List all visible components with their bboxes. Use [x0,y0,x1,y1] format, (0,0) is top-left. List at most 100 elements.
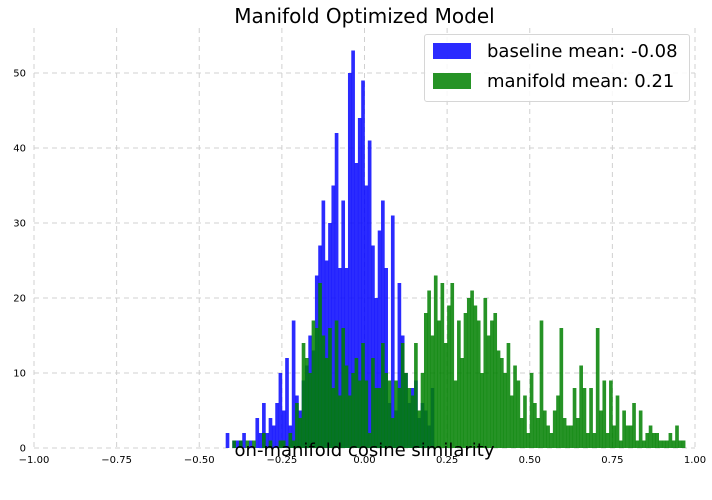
baseline-bar [285,358,289,448]
manifold-bar [414,343,418,448]
manifold-bar [238,440,243,448]
manifold-bar [433,275,438,448]
y-tick-label: 50 [13,69,26,80]
baseline-bar [275,403,279,448]
manifold-bar [523,395,527,448]
manifold-bar [539,320,544,448]
manifold-bar [453,380,458,448]
manifold-bar [457,320,461,448]
manifold-bar [533,403,537,448]
manifold-bar [490,320,494,448]
y-tick-label: 0 [20,444,26,455]
y-tick-label: 40 [13,144,26,155]
manifold-bar [341,328,346,448]
manifold-bar [417,410,422,448]
legend-item-baseline: baseline mean: -0.08 [433,37,678,65]
manifold-bars [232,275,686,448]
manifold-bar [496,350,501,448]
manifold-bar [278,440,283,448]
baseline-bar [341,200,346,448]
manifold-bar [638,410,643,448]
legend-label-baseline: baseline mean: -0.08 [487,40,678,62]
x-tick-label: 0.50 [519,455,541,466]
manifold-bar [480,373,484,448]
manifold-bar [612,425,617,448]
manifold-bar [291,440,296,448]
manifold-bar [473,305,478,448]
manifold-bar [546,425,550,448]
manifold-bar [232,440,236,448]
manifold-bar [562,418,567,448]
x-axis-label: on-manifold cosine similarity [234,440,495,461]
manifold-bar [324,358,329,448]
manifold-bar [400,343,405,448]
manifold-bar [582,388,587,448]
manifold-bar [420,373,425,448]
baseline-bar [361,80,365,448]
manifold-bar [347,395,352,448]
manifold-bar [460,358,465,448]
baseline-bar [354,163,359,448]
manifold-bar [364,380,369,448]
manifold-bar [652,433,656,448]
baseline-bar [271,425,276,448]
x-tick-label: −0.25 [267,455,298,466]
manifold-bar [268,440,273,448]
x-tick-label: 0.75 [601,455,623,466]
manifold-bar [374,388,379,448]
x-tick-label: −1.00 [19,455,50,466]
baseline-bar [235,440,240,448]
manifold-bar [321,335,326,448]
manifold-bar [642,440,646,448]
manifold-bar [288,433,293,448]
baseline-bar [377,230,382,448]
manifold-bar [311,320,316,448]
manifold-bar [308,373,312,448]
manifold-bar [622,410,626,448]
baseline-bar [390,215,395,448]
manifold-bar [404,373,408,448]
x-tick-label: −0.75 [101,455,132,466]
manifold-bar [305,358,309,448]
baseline-bar [374,298,379,448]
baseline-bar [321,200,326,448]
manifold-bar [440,283,445,448]
x-tick-label: 0.25 [436,455,458,466]
manifold-bar [671,440,676,448]
x-tick-labels: −1.00 −0.75 −0.50 −0.25 0.00 0.25 0.50 0.75 1.00 [19,455,706,466]
manifold-bar [430,335,435,448]
x-tick-label: 1.00 [684,455,706,466]
manifold-bar [466,298,471,448]
y-tick-label: 30 [13,219,26,230]
manifold-bar [668,433,673,448]
manifold-bar [529,373,534,448]
baseline-bar [397,283,402,448]
manifold-bar [328,328,332,448]
manifold-bar [595,328,600,448]
manifold-bar [427,290,431,448]
manifold-bar [295,403,299,448]
baseline-bar [281,410,286,448]
manifold-bar [536,418,541,448]
legend: baseline mean: -0.08 manifold mean: 0.21 [424,34,690,102]
manifold-bar [648,425,653,448]
x-tick-label: 0.00 [353,455,375,466]
manifold-bar [338,395,342,448]
legend-swatch-manifold [433,73,471,89]
manifold-bar [655,433,659,448]
manifold-bar [407,388,412,448]
manifold-bar [542,410,547,448]
manifold-bar [592,433,597,448]
manifold-bar [357,380,362,448]
legend-label-manifold: manifold mean: 0.21 [487,70,675,92]
y-tick-labels: 0 10 20 30 40 50 [13,69,26,455]
manifold-bar [344,365,349,448]
manifold-bar [387,380,392,448]
manifold-bar [423,313,428,448]
manifold-bar [281,440,286,448]
baseline-bar [291,320,296,448]
manifold-bar [354,358,359,448]
manifold-bar [675,425,679,448]
manifold-bar [556,395,560,448]
